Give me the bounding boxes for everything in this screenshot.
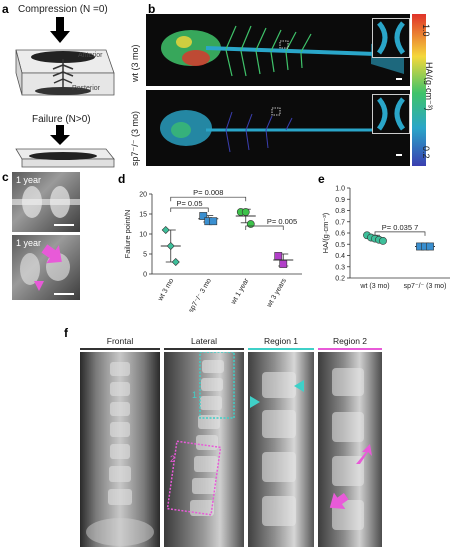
xray-region-1	[248, 352, 314, 547]
y-tick-label: 0	[143, 272, 147, 279]
y-tick-label: 0.9	[335, 197, 345, 204]
p-value-label: P= 0.05	[176, 199, 202, 208]
region-2-arrow-icon	[356, 444, 372, 464]
data-point	[274, 252, 283, 260]
significance-bracket	[374, 231, 426, 236]
panel-c-letter: c	[2, 170, 9, 184]
data-point	[279, 260, 288, 268]
colorbar-min: 0.2	[421, 146, 431, 159]
sp7-fish-microct	[146, 90, 410, 166]
y-tick-label: 1.0	[335, 186, 345, 193]
x-tick-label: sp7⁻/⁻ 3 mo	[188, 277, 213, 312]
wt-fish-microct	[146, 14, 410, 86]
significance-bracket	[170, 196, 247, 202]
y-tick-label: 0.6	[335, 231, 345, 238]
region-1-marker: 1	[192, 390, 197, 400]
data-point	[199, 212, 208, 220]
data-point	[209, 217, 218, 226]
y-tick-label: 0.5	[335, 242, 345, 249]
y-tick-label: 5	[143, 252, 147, 259]
fracture-arrowhead-icon	[34, 281, 44, 291]
spine-segment	[52, 59, 74, 89]
fracture-arrow-icon	[41, 244, 62, 264]
panel-f-letter: f	[64, 326, 68, 340]
compression-diagram	[15, 17, 115, 96]
significance-bracket	[170, 207, 209, 212]
region-1-arrowhead-icon-2	[250, 396, 260, 408]
y-tick-label: 0.8	[335, 208, 345, 215]
header-lateral-line	[164, 348, 244, 350]
scale-bar	[396, 78, 402, 80]
header-frontal: Frontal	[106, 336, 134, 346]
xray-frontal	[80, 352, 160, 547]
data-point	[241, 208, 250, 216]
data-point	[246, 220, 255, 228]
region-2-box	[166, 440, 222, 516]
y-axis-label: Failure point/N	[123, 210, 132, 259]
header-region-2: Region 2	[332, 336, 368, 346]
failure-point-chart: 0 5 10 15 20 Failure point/N wt 3 mo sp7⁻/⁻ 3 m…	[123, 188, 302, 312]
header-frontal-line	[80, 348, 160, 350]
panel-d-letter: d	[118, 172, 126, 186]
c-top-label: 1 year	[16, 175, 42, 185]
significance-bracket	[245, 225, 284, 230]
compression-arrow-icon	[50, 17, 70, 43]
wt-zoom-inset	[372, 18, 410, 58]
y-tick-label: 0.4	[335, 253, 345, 260]
sp7-row-label: sp7⁻/⁻ (3 mo)	[130, 110, 140, 166]
y-tick-label: 20	[139, 192, 147, 199]
y-tick-label: 10	[139, 232, 147, 239]
p-value-label: P= 0.035 7	[382, 223, 419, 232]
y-axis-label: HA/(g·cm⁻³)	[321, 212, 330, 253]
ha-density-chart: 0.2 0.3 0.4 0.5 0.6 0.7 0.8 0.9 1.0 HA/(g·cm⁻³) wt…	[321, 186, 450, 290]
y-tick-label: 0.3	[335, 264, 345, 271]
region-1-arrowhead-icon	[294, 380, 304, 392]
spine-top-disc	[31, 51, 95, 63]
ha-colorbar	[412, 14, 426, 166]
spine-ct-bottom	[12, 235, 80, 300]
header-region-1: Region 1	[263, 336, 299, 346]
anterior-label: Anterior	[78, 52, 103, 59]
posterior-label: Posterior	[72, 85, 101, 92]
panel-e-letter: e	[318, 172, 325, 186]
header-lateral: Lateral	[191, 336, 217, 346]
panel-a-letter: a	[2, 2, 9, 16]
compression-label: Compression (N =0)	[18, 4, 108, 15]
region-2-marker: 2	[170, 454, 175, 464]
panel-b-letter: b	[148, 2, 156, 16]
data-point	[171, 257, 180, 267]
region-1-box	[199, 351, 235, 419]
x-tick-label: wt 3 mo	[157, 277, 176, 303]
wt-row-label: wt (3 mo)	[130, 44, 140, 82]
colorbar-max: 1.0	[421, 24, 431, 37]
xray-region-2	[318, 352, 382, 547]
region-2-arrow-icon-2	[329, 492, 349, 510]
y-tick-label: 15	[139, 212, 147, 219]
header-region-2-line	[318, 348, 382, 350]
x-tick-label: wt (3 mo)	[359, 283, 389, 290]
x-tick-label: wt 3 years	[265, 277, 288, 309]
crushed-spine	[29, 152, 97, 160]
sp7-zoom-inset	[372, 94, 410, 134]
spine-ct-top	[12, 172, 80, 232]
y-tick-label: 0.2	[335, 276, 345, 283]
colorbar-label: HA/(g·cm⁻³)	[424, 62, 434, 111]
data-point	[426, 242, 434, 251]
xray-lateral: 1 2	[164, 351, 244, 547]
y-tick-label: 0.7	[335, 219, 345, 226]
x-tick-label: wt 1 year	[230, 277, 251, 307]
failure-diagram	[15, 125, 115, 168]
failure-label: Failure (N>0)	[32, 114, 91, 125]
header-region-1-line	[248, 348, 314, 350]
p-value-label: P= 0.005	[267, 217, 297, 226]
x-tick-label: sp7⁻/⁻ (3 mo)	[404, 283, 447, 290]
scale-bar-2	[396, 154, 402, 156]
data-point	[379, 236, 387, 245]
data-point	[161, 225, 170, 235]
c-bottom-label: 1 year	[16, 238, 42, 248]
p-value-label: P= 0.008	[193, 188, 223, 197]
data-point	[166, 241, 175, 251]
failure-arrow-icon	[50, 125, 70, 145]
